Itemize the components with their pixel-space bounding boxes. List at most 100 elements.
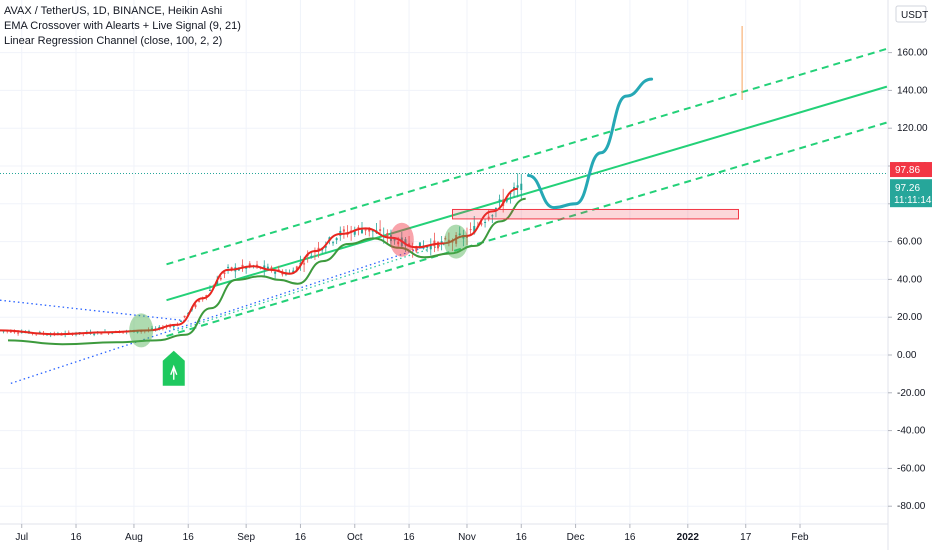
x-tick-label: Feb xyxy=(791,532,809,543)
candle-body xyxy=(440,241,443,244)
candle-body xyxy=(248,263,251,266)
x-tick-label: 2022 xyxy=(677,532,700,543)
x-tick-label: 16 xyxy=(295,532,307,543)
y-tick-label: 0.00 xyxy=(897,350,917,361)
candle-body xyxy=(180,320,182,322)
symbol-title[interactable]: AVAX / TetherUS, 1D, BINANCE, Heikin Ash… xyxy=(4,5,223,17)
x-tick-label: Nov xyxy=(458,532,476,543)
x-tick-label: 16 xyxy=(624,532,636,543)
candle-body xyxy=(205,295,208,297)
resistance-zone xyxy=(452,208,739,220)
x-tick-label: Dec xyxy=(567,532,585,543)
current-price-text: 97.26 xyxy=(895,183,920,194)
candle-body xyxy=(227,266,230,268)
candle-body xyxy=(491,215,494,217)
projection-path xyxy=(527,77,654,210)
candle-body xyxy=(100,333,103,335)
price-axis: -80.00 -60.00 -40.00 -20.00 0.00 20.00 40.00 60… xyxy=(887,0,928,550)
x-tick-label: Jul xyxy=(15,532,28,543)
dotted-trendlines xyxy=(0,173,888,384)
candle-body xyxy=(303,263,306,265)
candle-body xyxy=(230,267,233,271)
y-tick-label: 20.00 xyxy=(897,312,922,323)
projection-line xyxy=(527,77,654,210)
candle-body xyxy=(505,198,508,202)
candle-body xyxy=(451,241,454,243)
candle-body xyxy=(183,315,186,318)
candle-body xyxy=(520,183,523,191)
candle-body xyxy=(458,233,461,236)
ema-lines xyxy=(0,187,526,346)
trendline-descending xyxy=(0,299,189,322)
x-tick-label: 16 xyxy=(403,532,415,543)
candle-body xyxy=(151,328,154,330)
y-tick-label: -20.00 xyxy=(897,388,926,399)
x-tick-label: Oct xyxy=(347,532,363,543)
candle-body xyxy=(219,277,222,280)
candle-body xyxy=(332,242,335,244)
green-cross-marker xyxy=(129,313,154,348)
candle-body xyxy=(208,289,211,291)
candle-body xyxy=(444,238,447,240)
candle-body xyxy=(295,266,298,271)
regression-channel xyxy=(166,47,888,338)
candle-body xyxy=(408,243,411,246)
candle-body xyxy=(371,230,374,232)
y-tick-label: -60.00 xyxy=(897,463,926,474)
candle-body xyxy=(469,229,472,231)
ema-fast-line xyxy=(0,187,518,336)
candle-body xyxy=(480,223,483,225)
candle-body xyxy=(237,269,240,271)
candle-body xyxy=(335,238,338,241)
y-tick-label: -80.00 xyxy=(897,501,926,512)
candle-body xyxy=(473,226,476,234)
candle-body xyxy=(498,199,501,201)
candle-body xyxy=(194,304,197,308)
regression-lower-line xyxy=(166,121,888,338)
candle-body xyxy=(241,264,244,267)
candle-body xyxy=(513,187,516,190)
y-tick-label: 40.00 xyxy=(897,274,922,285)
indicator-regression-label[interactable]: Linear Regression Channel (close, 100, 2… xyxy=(4,35,223,47)
time-axis: Jul 16 Aug 16 Sep 16 Oct 16 Nov 16 Dec 16 2022 17 Feb xyxy=(0,523,888,543)
arrow-up-icon xyxy=(170,364,178,380)
chart-grid xyxy=(0,0,888,524)
candle-body xyxy=(484,222,487,224)
current-price-tag xyxy=(890,179,932,208)
candle-body xyxy=(418,242,421,249)
candle-body xyxy=(93,333,96,335)
y-tick-label: 160.00 xyxy=(897,48,928,59)
trendline-ascending-1 xyxy=(10,246,424,384)
x-tick-label: 17 xyxy=(740,532,752,543)
candle-body xyxy=(274,271,277,274)
candle-body xyxy=(158,326,161,329)
candle-body xyxy=(509,193,512,195)
candle-body xyxy=(353,230,356,235)
signal-markers xyxy=(129,26,743,386)
candle-body xyxy=(411,249,414,251)
currency-label: USDT xyxy=(895,5,928,23)
candle-body xyxy=(393,237,396,241)
y-tick-label: 60.00 xyxy=(897,237,922,248)
candle-body xyxy=(487,216,490,220)
y-tick-label: -40.00 xyxy=(897,426,926,437)
candle-body xyxy=(397,241,400,245)
candle-body xyxy=(136,331,139,333)
chart-legend: AVAX / TetherUS, 1D, BINANCE, Heikin Ash… xyxy=(4,4,241,49)
candle-body xyxy=(357,227,360,229)
candle-body xyxy=(437,242,440,249)
last-price-text: 97.86 xyxy=(895,165,920,176)
x-tick-label: Sep xyxy=(237,532,255,543)
x-tick-label: 16 xyxy=(70,532,82,543)
candle-body xyxy=(324,245,327,248)
candle-body xyxy=(386,232,389,238)
currency-text: USDT xyxy=(901,10,928,21)
regression-mid-line xyxy=(166,85,888,302)
regression-upper-line xyxy=(166,47,888,266)
indicator-ema-label[interactable]: EMA Crossover with Alearts + Live Signal… xyxy=(4,20,241,32)
candle-body xyxy=(310,255,313,259)
last-price-tag xyxy=(890,162,932,178)
candle-body xyxy=(266,266,269,270)
